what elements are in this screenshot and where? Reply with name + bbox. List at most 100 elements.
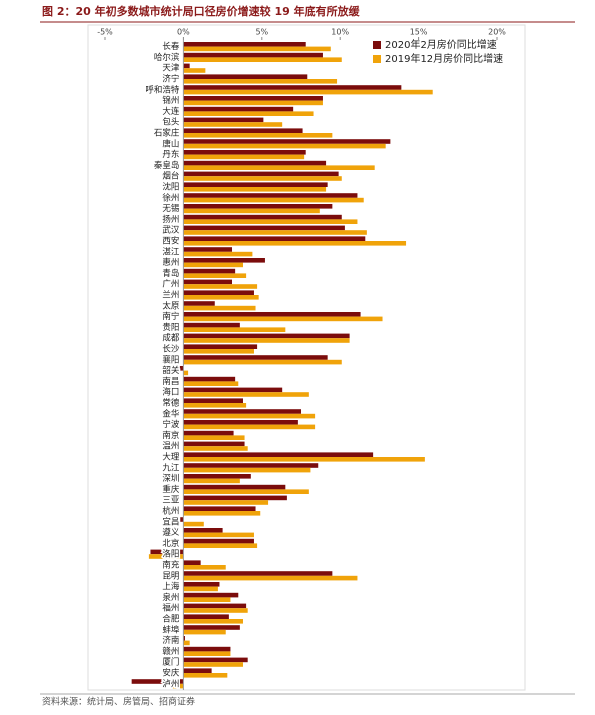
bar bbox=[183, 457, 425, 462]
x-tick-label: 0% bbox=[177, 28, 190, 37]
bar bbox=[183, 430, 234, 436]
category-label: 济宁 bbox=[162, 74, 179, 85]
bar bbox=[180, 517, 184, 522]
category-label: 长沙 bbox=[162, 344, 180, 355]
bar bbox=[183, 413, 316, 419]
bar bbox=[183, 322, 240, 328]
bar bbox=[183, 111, 314, 116]
bar bbox=[183, 79, 338, 84]
category-label: 武汉 bbox=[162, 225, 180, 236]
bar bbox=[183, 409, 301, 414]
bar bbox=[183, 446, 248, 451]
legend-swatch bbox=[373, 55, 381, 63]
bar bbox=[183, 629, 226, 635]
category-label: 石家庄 bbox=[154, 128, 180, 139]
bar bbox=[183, 312, 361, 317]
category-label: 西安 bbox=[162, 236, 179, 247]
bar bbox=[183, 204, 333, 209]
bar bbox=[183, 301, 215, 306]
category-label: 泉州 bbox=[162, 592, 179, 603]
bar bbox=[183, 193, 358, 198]
category-label: 徐州 bbox=[162, 192, 179, 203]
bar bbox=[183, 565, 226, 570]
bar bbox=[183, 646, 231, 652]
bar bbox=[183, 441, 245, 447]
bar bbox=[183, 295, 259, 300]
category-label: 广州 bbox=[162, 279, 179, 290]
category-label: 秦皇岛 bbox=[154, 160, 180, 171]
bar bbox=[183, 403, 247, 408]
x-tick-label: 20% bbox=[488, 28, 506, 37]
bar bbox=[183, 387, 283, 393]
bar bbox=[183, 85, 402, 90]
category-label: 成都 bbox=[162, 333, 180, 344]
plot-frame bbox=[87, 24, 526, 691]
bar bbox=[183, 338, 350, 343]
category-label: 安庆 bbox=[162, 668, 180, 679]
bar bbox=[183, 290, 254, 295]
bar bbox=[183, 435, 245, 440]
bar bbox=[183, 284, 258, 289]
category-label: 温州 bbox=[162, 441, 179, 452]
category-label: 包头 bbox=[162, 117, 180, 128]
bar bbox=[183, 230, 367, 235]
category-label: 宁波 bbox=[162, 419, 180, 430]
bar bbox=[183, 582, 220, 587]
bar bbox=[183, 63, 190, 69]
category-label: 南京 bbox=[162, 430, 179, 441]
category-label: 扬州 bbox=[162, 214, 179, 225]
category-label: 无锡 bbox=[162, 204, 180, 214]
bar bbox=[183, 268, 236, 274]
bar bbox=[183, 106, 294, 112]
bar bbox=[183, 57, 342, 62]
legend-swatch bbox=[373, 41, 381, 49]
bar bbox=[183, 521, 204, 527]
category-label: 深圳 bbox=[162, 473, 179, 484]
x-tick-label: 10% bbox=[331, 28, 349, 37]
bar bbox=[183, 484, 286, 490]
category-label: 济南 bbox=[162, 635, 179, 646]
bar bbox=[183, 543, 258, 548]
category-label: 遵义 bbox=[162, 527, 180, 538]
x-tick-label: 15% bbox=[410, 28, 428, 37]
bar bbox=[183, 597, 231, 602]
category-label: 贵阳 bbox=[162, 322, 179, 333]
bar bbox=[183, 376, 236, 382]
bar bbox=[183, 154, 305, 160]
bar bbox=[183, 668, 212, 673]
bar bbox=[183, 575, 358, 581]
bar bbox=[183, 241, 407, 246]
bar bbox=[183, 68, 206, 73]
chart-title: 图 2：20 年初多数城市统计局口径房价增速较 19 年底有所放缓 bbox=[42, 4, 361, 18]
bar bbox=[183, 538, 254, 544]
bar bbox=[183, 219, 358, 224]
bar bbox=[183, 452, 374, 457]
bar bbox=[183, 625, 240, 630]
bar bbox=[183, 225, 345, 231]
bar bbox=[183, 359, 342, 365]
bar bbox=[183, 305, 256, 311]
bar bbox=[183, 133, 333, 138]
bar bbox=[183, 262, 243, 268]
x-tick-label: -5% bbox=[97, 28, 113, 37]
bar bbox=[183, 640, 190, 646]
bar bbox=[183, 208, 320, 214]
bar bbox=[183, 182, 328, 187]
bar bbox=[183, 316, 383, 322]
bar bbox=[183, 258, 265, 263]
category-label: 宜昌 bbox=[162, 516, 179, 527]
category-label: 杭州 bbox=[162, 506, 179, 517]
bar bbox=[183, 143, 386, 149]
bar bbox=[183, 651, 231, 656]
bar bbox=[183, 74, 308, 79]
legend-label: 2019年12月房价同比增速 bbox=[385, 52, 503, 65]
bar bbox=[183, 489, 309, 494]
category-label: 大连 bbox=[162, 106, 180, 117]
category-label: 哈尔滨 bbox=[154, 52, 180, 63]
bar bbox=[183, 662, 243, 667]
bar bbox=[183, 506, 256, 511]
category-label: 惠州 bbox=[162, 257, 179, 268]
category-label: 合肥 bbox=[162, 614, 180, 625]
bar bbox=[183, 420, 298, 425]
category-label: 福州 bbox=[162, 603, 179, 614]
